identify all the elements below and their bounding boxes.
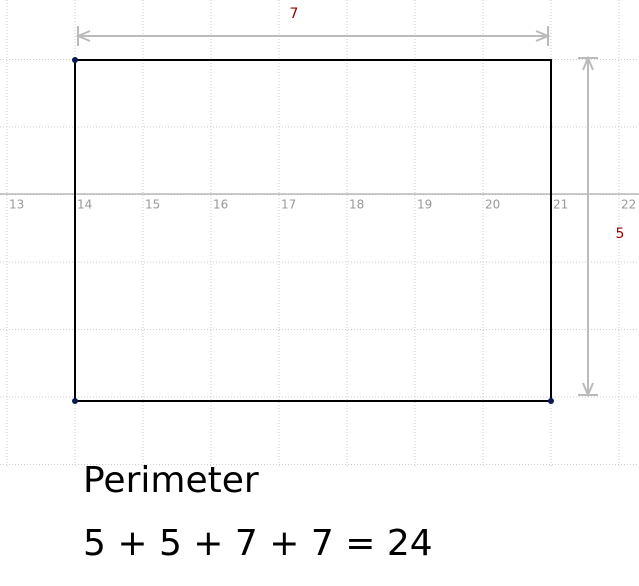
vertex: [548, 398, 554, 404]
vertex: [72, 398, 78, 404]
tick-label: 13: [9, 198, 24, 212]
tick-label: 21: [553, 198, 568, 212]
arrowheads: [75, 30, 551, 42]
tick-label: 17: [281, 198, 296, 212]
caption-title: Perimeter: [83, 460, 259, 501]
tick-label: 19: [417, 198, 432, 212]
vertex: [72, 57, 78, 63]
tick-label: 16: [213, 198, 228, 212]
tick-labels: 13 14 15 16 17 18 19 20 21 22: [9, 198, 636, 212]
grid: [0, 0, 639, 467]
caption-equation: 5 + 5 + 7 + 7 = 24: [83, 523, 433, 564]
width-label: 7: [290, 6, 299, 22]
tick-label: 22: [621, 198, 636, 212]
width-dimension: [75, 26, 551, 46]
tick-label: 14: [77, 198, 92, 212]
arrowheads: [582, 55, 594, 398]
vertices: [72, 57, 554, 404]
tick-label: 18: [349, 198, 364, 212]
tick-label: 20: [485, 198, 500, 212]
height-label: 5: [616, 226, 625, 242]
height-dimension: [578, 55, 598, 398]
tick-label: 15: [145, 198, 160, 212]
rectangle: [74, 59, 552, 402]
